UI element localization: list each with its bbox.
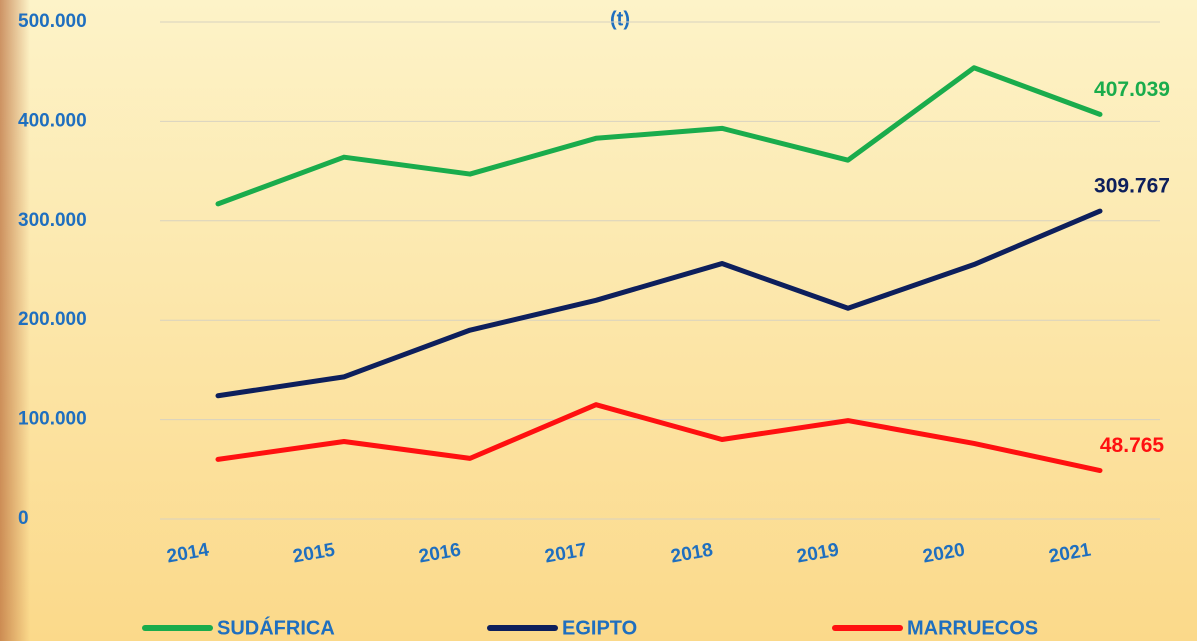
legend-label: EGIPTO [562,617,637,639]
y-tick-label: 100.000 [18,409,87,430]
y-tick-label: 300.000 [18,210,87,231]
legend-label: MARRUECOS [907,617,1038,639]
data-label: 309.767 [1094,175,1170,198]
series-line [215,402,1103,474]
y-tick-label: 0 [18,508,29,529]
series-line [215,65,1103,207]
y-tick-label: 500.000 [18,11,87,32]
background-edge [0,0,30,641]
data-label: 407.039 [1094,78,1170,101]
legend-label: SUDÁFRICA [217,616,335,639]
y-tick-label: 200.000 [18,309,87,330]
y-tick-label: 400.000 [18,110,87,131]
series-line [215,208,1103,399]
data-label: 48.765 [1100,434,1165,457]
chart-title: (t) [610,8,630,30]
